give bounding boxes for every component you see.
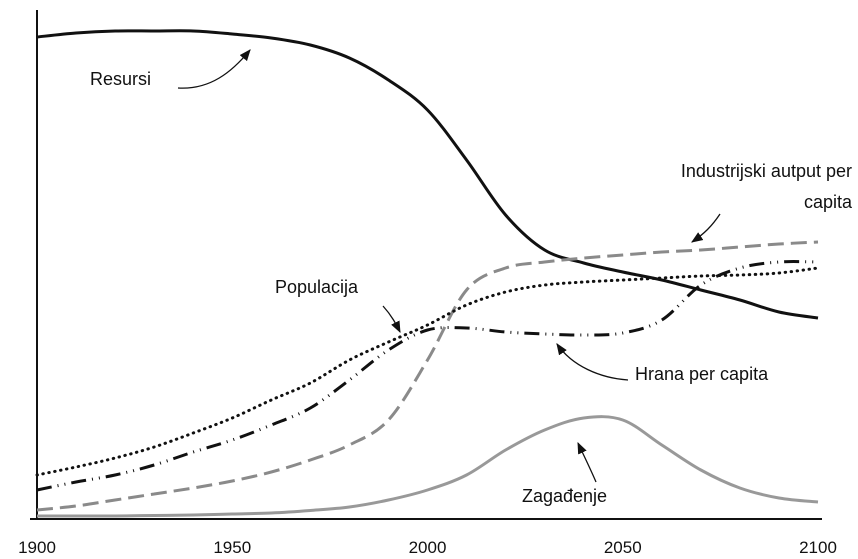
series-line [36, 260, 819, 492]
arrow [577, 441, 597, 483]
series-label: Industrijski autput per capita [680, 161, 852, 212]
x-tick-label: 2100 [799, 538, 837, 557]
series-label: Populacija [275, 277, 359, 297]
x-tick-label: 2050 [604, 538, 642, 557]
series-label: Zagađenje [522, 486, 608, 506]
arrow [691, 213, 721, 243]
x-tick-label: 1950 [213, 538, 251, 557]
arrow [382, 305, 401, 334]
series-line [35, 266, 820, 477]
arrow [177, 49, 251, 89]
series-label: Resursi [90, 69, 152, 89]
series-label: Hrana per capita [635, 364, 769, 384]
series-line [36, 29, 819, 320]
x-tick-label: 1900 [18, 538, 56, 557]
x-tick-label: 2000 [409, 538, 447, 557]
series-line [36, 240, 819, 512]
arrow [556, 343, 629, 381]
series-line [36, 415, 819, 518]
